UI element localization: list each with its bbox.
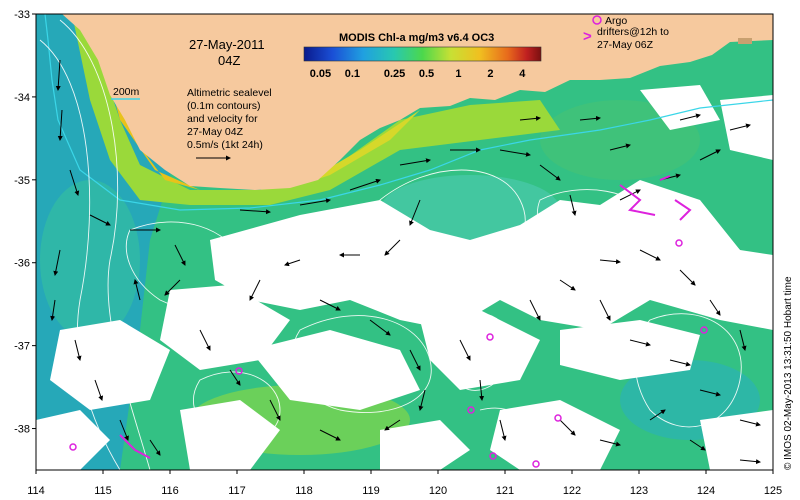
x-tick-label: 124 xyxy=(697,485,715,497)
coastal-band xyxy=(72,14,560,205)
y-tick-label: -36 xyxy=(14,258,30,270)
x-tick-label: 116 xyxy=(161,485,179,497)
y-tick-label: -37 xyxy=(14,341,30,353)
colorbar-tick-label: 0.5 xyxy=(419,68,434,80)
x-tick-label: 121 xyxy=(496,485,514,497)
isobath-200m xyxy=(44,14,773,211)
altimetry-line-5: 0.5m/s (1kt 24h) xyxy=(187,139,263,151)
map-frame xyxy=(35,13,774,471)
x-tick-label: 114 xyxy=(27,485,45,497)
x-tick-label: 123 xyxy=(630,485,648,497)
inland-patch xyxy=(738,38,752,44)
isobath-label: 200m xyxy=(113,86,140,98)
colorbar-tick-label: 2 xyxy=(487,68,493,80)
drifter-tracks xyxy=(119,175,692,459)
x-tick-label: 117 xyxy=(228,485,246,497)
colorbar-tick-label: 0.05 xyxy=(310,68,331,80)
colorbar-scale xyxy=(303,46,542,62)
colorbar-title: MODIS Chl-a mg/m3 v6.4 OC3 xyxy=(339,32,494,44)
cloud-cover xyxy=(36,85,773,470)
x-tick-label: 125 xyxy=(764,485,782,497)
altimetry-line-3: and velocity for xyxy=(187,113,258,125)
y-tick-label: -35 xyxy=(14,175,30,187)
argo-label: Argo xyxy=(605,15,627,27)
altimetry-line-1: Altimetric sealevel xyxy=(187,87,272,99)
map-date: 27-May-2011 xyxy=(189,37,265,52)
drifter-legend: Argo > drifters@12h to 27-May 06Z xyxy=(583,15,669,51)
altimetry-line-2: (0.1m contours) xyxy=(187,100,261,112)
drifter-legend-marker: > xyxy=(583,28,592,45)
colorbar-tick-label: 0.25 xyxy=(384,68,405,80)
x-tick-label: 119 xyxy=(362,485,380,497)
map-imagery xyxy=(36,14,773,470)
altimetry-line-4: 27-May 04Z xyxy=(187,126,244,138)
colorbar-tick-label: 4 xyxy=(519,68,526,80)
colorbar-ticks: 0.05 0.1 0.25 0.5 1 2 4 xyxy=(310,68,527,80)
land-mass xyxy=(62,14,773,190)
y-axis: -33 -34 -35 -36 -37 -38 xyxy=(14,9,36,436)
offshore-patch xyxy=(40,180,140,340)
x-axis: 114 115 116 117 118 119 120 121 122 123 124 125 xyxy=(27,470,782,497)
x-tick-label: 120 xyxy=(429,485,447,497)
y-tick-label: -38 xyxy=(14,424,30,436)
isobath-legend: 200m xyxy=(111,86,140,100)
x-tick-label: 115 xyxy=(94,485,112,497)
y-tick-label: -33 xyxy=(14,9,30,21)
velocity-vectors xyxy=(50,59,761,465)
argo-legend-marker xyxy=(592,15,602,25)
y-tick-label: -34 xyxy=(14,92,30,104)
drifters-line-2: 27-May 06Z xyxy=(597,39,654,51)
colorbar: MODIS Chl-a mg/m3 v6.4 OC3 0.05 0.1 0.25 0.… xyxy=(303,32,542,80)
x-tick-label: 118 xyxy=(295,485,313,497)
drifters-line-1: drifters@12h to xyxy=(597,26,669,38)
x-tick-label: 122 xyxy=(563,485,581,497)
altimetry-legend: Altimetric sealevel (0.1m contours) and … xyxy=(187,87,272,161)
colorbar-tick-label: 0.1 xyxy=(345,68,360,80)
argo-floats xyxy=(69,239,708,468)
map-time: 04Z xyxy=(218,53,240,68)
colorbar-tick-label: 1 xyxy=(455,68,461,80)
credit-text: © IMOS 02-May-2013 13:31:50 Hobart time xyxy=(783,276,794,470)
